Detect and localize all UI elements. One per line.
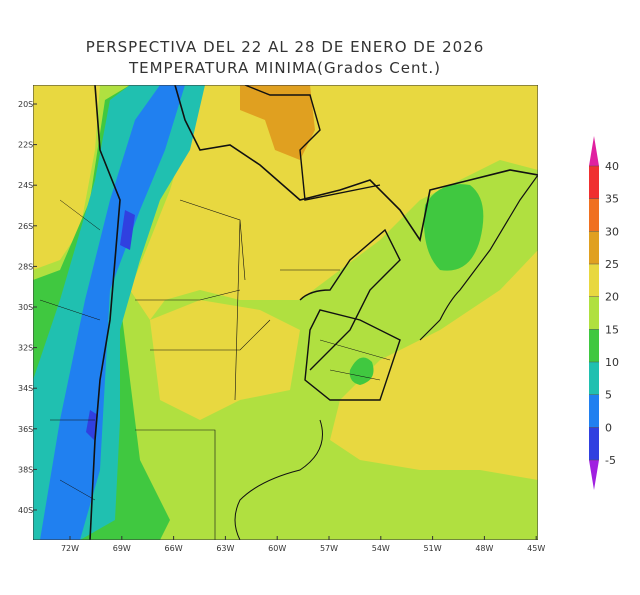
- lat-label: 28S: [18, 262, 33, 271]
- zone: [130, 85, 538, 320]
- lat-label: 22S: [18, 141, 33, 150]
- lat-label: 24S: [18, 181, 33, 190]
- axes: 20S 22S 24S 26S 28S 30S 32S 34S 36S 38S 40S 72W 69W 6…: [18, 100, 545, 553]
- colorbar-label: 40: [605, 160, 619, 173]
- colorbar-label: -5: [605, 454, 616, 467]
- colorbar-band: [589, 264, 599, 297]
- colorbar-label: 15: [605, 323, 619, 336]
- lat-label: 34S: [18, 384, 33, 393]
- colorbar-band: [589, 394, 599, 428]
- borders: [39, 85, 538, 540]
- colorbar-band: [589, 427, 599, 460]
- lat-label: 20S: [18, 100, 33, 109]
- lon-label: 54W: [372, 544, 390, 553]
- colorbar-band: [589, 166, 599, 199]
- title: PERSPECTIVA DEL 22 AL 28 DE ENERO DE 202…: [86, 38, 485, 56]
- colorbar-band: [589, 362, 599, 395]
- lat-label: 38S: [18, 465, 33, 474]
- colorbar-end: [589, 136, 599, 166]
- lat-label: 36S: [18, 425, 33, 434]
- colorbar-label: 0: [605, 421, 612, 434]
- zone: [33, 85, 100, 270]
- zone: [240, 85, 315, 160]
- lat-label: 30S: [18, 303, 33, 312]
- colorbar-label: 20: [605, 291, 619, 304]
- lon-label: 63W: [216, 544, 234, 553]
- colorbar-label: 5: [605, 389, 612, 402]
- lon-label: 45W: [527, 544, 545, 553]
- lon-label: 51W: [424, 544, 442, 553]
- colorbar-label: 10: [605, 356, 619, 369]
- colorbar-end: [589, 460, 599, 490]
- lon-label: 69W: [113, 544, 131, 553]
- colorbar-band: [589, 231, 599, 264]
- colorbar-band: [589, 198, 599, 232]
- lat-label: 26S: [18, 222, 33, 231]
- colorbar-label: 30: [605, 225, 619, 238]
- lon-label: 66W: [165, 544, 183, 553]
- colorbar: -5 0 5 10 15 20 25 30 35 40: [589, 136, 619, 490]
- subtitle: TEMPERATURA MINIMA(Grados Cent.): [128, 59, 441, 77]
- zone: [424, 184, 484, 271]
- lon-label: 48W: [475, 544, 493, 553]
- colorbar-label: 35: [605, 193, 619, 206]
- colorbar-band: [589, 296, 599, 330]
- colorbar-label: 25: [605, 258, 619, 271]
- lat-label: 32S: [18, 344, 33, 353]
- lon-label: 72W: [61, 544, 79, 553]
- colorbar-band: [589, 329, 599, 362]
- zone: [330, 250, 538, 480]
- zone: [349, 357, 374, 385]
- lat-label: 40S: [18, 506, 33, 515]
- zone: [150, 300, 300, 420]
- lon-label: 57W: [320, 544, 338, 553]
- zone: [40, 85, 185, 540]
- zone: [86, 210, 135, 440]
- map: [33, 85, 538, 540]
- lon-label: 60W: [268, 544, 286, 553]
